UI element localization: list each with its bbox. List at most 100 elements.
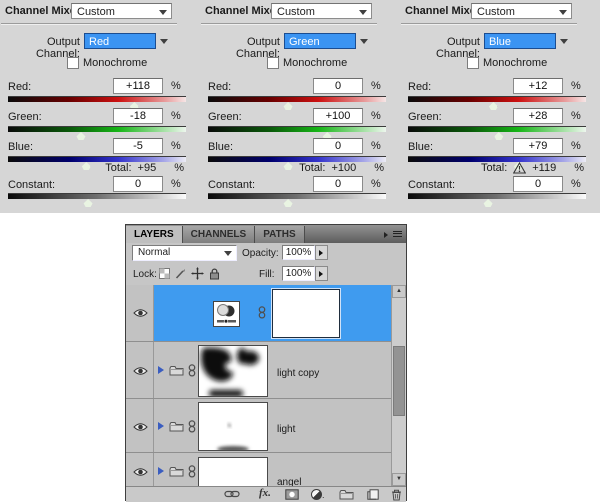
new-adjustment-layer-icon[interactable]: .: [311, 489, 325, 500]
output-channel-dropdown[interactable]: Green: [284, 33, 356, 49]
preset-dropdown[interactable]: Custom: [71, 3, 172, 19]
scroll-up-button[interactable]: ▲: [392, 285, 406, 298]
layer-row-light-copy[interactable]: light copy: [126, 342, 391, 399]
group-expand-triangle-icon[interactable]: [158, 422, 168, 430]
slider-thumb[interactable]: [81, 162, 91, 170]
layer-name[interactable]: angel: [277, 477, 302, 486]
blend-mode-dropdown[interactable]: Normal: [132, 245, 237, 261]
channel-mixer-adjustment-icon[interactable]: [213, 301, 240, 327]
constant-slider[interactable]: [408, 193, 586, 207]
red-value-field[interactable]: 0: [313, 78, 363, 94]
lock-label: Lock:: [133, 269, 157, 280]
scrollbar-thumb[interactable]: [393, 346, 405, 416]
blue-channel-row: Blue: 0 %: [200, 138, 400, 170]
layer-thumbnail[interactable]: [198, 402, 268, 451]
layer-mask-thumbnail[interactable]: [272, 289, 340, 338]
layer-row-channel-mixer[interactable]: Chann...: [126, 285, 391, 342]
blue-value-field[interactable]: 0: [313, 138, 363, 154]
blue-slider[interactable]: [208, 156, 386, 170]
red-value-field[interactable]: +12: [513, 78, 563, 94]
constant-value-field[interactable]: 0: [513, 176, 563, 192]
visibility-eye-icon[interactable]: [133, 366, 148, 376]
delete-layer-trash-icon[interactable]: [391, 489, 402, 501]
mask-link-icon[interactable]: [188, 420, 196, 433]
lock-all-padlock-icon[interactable]: [209, 267, 220, 280]
mask-link-icon[interactable]: [258, 306, 266, 319]
slider-thumb[interactable]: [322, 132, 332, 140]
output-channel-dropdown[interactable]: Blue: [484, 33, 556, 49]
preset-dropdown[interactable]: Custom: [471, 3, 572, 19]
slider-thumb[interactable]: [283, 162, 293, 170]
fill-spinner-button[interactable]: [315, 266, 328, 281]
slider-thumb[interactable]: [76, 132, 86, 140]
visibility-eye-icon[interactable]: [133, 308, 148, 318]
slider-thumb[interactable]: [283, 102, 293, 110]
group-expand-triangle-icon[interactable]: [158, 366, 168, 374]
lock-position-move-icon[interactable]: [191, 267, 204, 280]
opacity-field[interactable]: 100%: [282, 245, 315, 260]
green-slider[interactable]: [208, 126, 386, 140]
green-value-field[interactable]: -18: [113, 108, 163, 124]
slider-thumb[interactable]: [494, 132, 504, 140]
preset-dropdown[interactable]: Custom: [271, 3, 372, 19]
layer-row-angel[interactable]: angel: [126, 453, 391, 486]
monochrome-checkbox[interactable]: [467, 57, 479, 69]
slider-thumb[interactable]: [483, 199, 493, 207]
chevron-down-icon[interactable]: [560, 39, 568, 48]
arrow-right-icon: [319, 249, 326, 256]
tab-paths[interactable]: PATHS: [255, 226, 305, 243]
slider-thumb[interactable]: [283, 199, 293, 207]
layer-name[interactable]: light copy: [277, 368, 320, 379]
lock-pixels-brush-icon[interactable]: [175, 268, 186, 279]
green-value-field[interactable]: +100: [313, 108, 363, 124]
chevron-down-icon[interactable]: [360, 39, 368, 48]
lock-transparency-icon[interactable]: [159, 268, 170, 279]
blue-channel-row: Blue: -5 %: [0, 138, 200, 170]
blue-value-field[interactable]: -5: [113, 138, 163, 154]
monochrome-checkbox[interactable]: [267, 57, 279, 69]
add-mask-icon[interactable]: [285, 489, 299, 500]
visibility-eye-icon[interactable]: [133, 467, 148, 477]
layer-thumbnail[interactable]: [198, 345, 268, 397]
link-layers-icon[interactable]: [224, 489, 240, 499]
tab-layers[interactable]: LAYERS: [126, 226, 183, 243]
constant-slider[interactable]: [208, 193, 386, 207]
green-slider[interactable]: [408, 126, 586, 140]
slider-thumb[interactable]: [129, 102, 139, 110]
layers-scrollbar[interactable]: ▲ ▼: [391, 285, 406, 486]
group-expand-triangle-icon[interactable]: [158, 467, 168, 475]
layer-thumbnail[interactable]: [198, 457, 268, 486]
fill-field[interactable]: 100%: [282, 266, 315, 281]
visibility-eye-icon[interactable]: [133, 422, 148, 432]
blue-slider[interactable]: [8, 156, 186, 170]
red-slider[interactable]: [8, 96, 186, 110]
slider-thumb[interactable]: [83, 199, 93, 207]
mask-link-icon[interactable]: [188, 364, 196, 377]
red-slider[interactable]: [408, 96, 586, 110]
red-value-field[interactable]: +118: [113, 78, 163, 94]
slider-thumb[interactable]: [488, 102, 498, 110]
tab-channels[interactable]: CHANNELS: [182, 226, 256, 243]
scroll-down-button[interactable]: ▼: [392, 473, 406, 486]
layer-row-light[interactable]: light: [126, 399, 391, 453]
green-slider[interactable]: [8, 126, 186, 140]
chevron-down-icon[interactable]: [160, 39, 168, 48]
blue-value-field[interactable]: +79: [513, 138, 563, 154]
constant-slider[interactable]: [8, 193, 186, 207]
dialog-title: Channel Mixer: [205, 5, 281, 17]
new-layer-icon[interactable]: [367, 489, 379, 500]
panel-menu-button[interactable]: [384, 231, 402, 239]
new-group-icon[interactable]: [339, 489, 354, 500]
layer-style-fx-icon[interactable]: fx.: [259, 487, 271, 499]
layer-name[interactable]: Chann...: [277, 309, 317, 320]
opacity-spinner-button[interactable]: [315, 245, 328, 260]
mask-link-icon[interactable]: [188, 465, 196, 478]
monochrome-checkbox[interactable]: [67, 57, 79, 69]
layer-name[interactable]: light: [277, 424, 296, 435]
green-value-field[interactable]: +28: [513, 108, 563, 124]
constant-value-field[interactable]: 0: [113, 176, 163, 192]
constant-value-field[interactable]: 0: [313, 176, 363, 192]
red-slider[interactable]: [208, 96, 386, 110]
output-channel-dropdown[interactable]: Red: [84, 33, 156, 49]
green-channel-row: Green: +100 %: [200, 108, 400, 140]
